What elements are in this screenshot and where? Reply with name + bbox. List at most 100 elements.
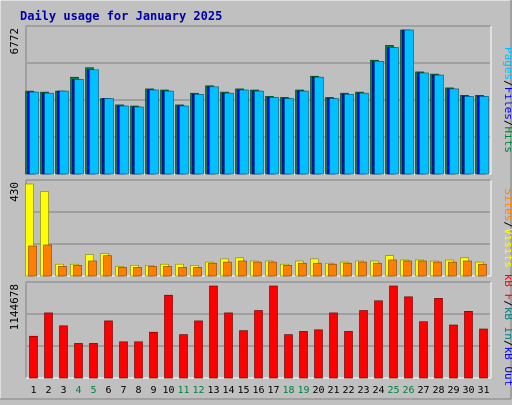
bar-series-group [25,29,489,175]
day-label-27: 27 [417,385,429,396]
bar-sites-day-10 [163,266,172,277]
bar-kbf-day-1 [29,335,38,379]
bar-pages-day-17 [269,97,279,175]
day-label-25: 25 [387,385,399,396]
bar-sites-day-12 [193,267,202,277]
bar-pages-day-28 [434,74,444,175]
legend-entry: / [502,221,512,228]
bar-kbf-day-26 [404,296,413,379]
bar-sites-day-23 [358,261,367,277]
legend-entry: Pages [502,47,512,80]
bar-sites-day-31 [478,263,487,277]
bar-pages-day-2 [44,92,54,175]
bar-kbf-day-24 [374,300,383,379]
bar-pages-day-18 [284,98,294,175]
bar-kbf-day-29 [449,324,458,379]
bar-pages-day-13 [209,86,219,175]
bar-pages-day-16 [254,90,264,175]
legend-entry: Visits [502,228,512,268]
bar-sites-day-18 [283,264,292,277]
y-max-label: 1144678 [8,284,21,330]
legend-entry: / [502,120,512,127]
bar-kbf-day-9 [149,331,158,379]
bar-kbf-day-2 [44,312,53,379]
bar-sites-day-9 [148,266,157,277]
day-label-14: 14 [222,385,234,396]
bar-kbf-day-7 [119,341,128,379]
legend-entry: Hits [502,127,512,154]
bar-sites-day-17 [268,261,277,277]
bar-pages-day-19 [299,90,309,175]
day-label-28: 28 [432,385,444,396]
bar-sites-day-19 [298,262,307,277]
bar-kbf-day-12 [194,320,203,379]
bar-sites-day-22 [343,262,352,277]
day-label-5: 5 [90,385,96,396]
legend-entry: Files [502,87,512,120]
day-label-15: 15 [237,385,249,396]
panel-legend: Pages/Files/Hits [502,47,512,153]
bar-kbf-day-14 [224,312,233,379]
bar-pages-day-7 [119,105,129,175]
bar-kbf-day-31 [479,328,488,379]
chart-title: Daily usage for January 2025 [20,9,222,23]
bar-kbf-day-28 [434,298,443,379]
legend-entry: / [502,340,512,347]
bar-pages-day-15 [239,89,249,175]
day-label-17: 17 [267,385,279,396]
day-label-21: 21 [327,385,339,396]
bar-sites-day-20 [313,262,322,277]
bar-pages-day-14 [224,92,234,175]
bar-sites-day-28 [433,261,442,277]
bar-sites-day-5 [88,260,97,277]
bar-sites-day-1 [28,245,37,277]
bar-kbf-day-19 [299,331,308,379]
y-max-label: 6772 [8,28,21,55]
bar-sites-day-30 [463,260,472,277]
bar-pages-day-20 [314,76,324,175]
day-label-22: 22 [342,385,354,396]
day-label-6: 6 [105,385,111,396]
day-label-13: 13 [207,385,219,396]
bar-kbf-day-17 [269,285,278,379]
bar-kbf-day-10 [164,294,173,379]
day-label-20: 20 [312,385,324,396]
bar-pages-day-31 [479,96,489,175]
legend-entry: / [502,300,512,307]
bar-kbf-day-23 [359,310,368,379]
bar-pages-day-3 [59,90,69,175]
day-label-23: 23 [357,385,369,396]
day-label-26: 26 [402,385,414,396]
day-label-8: 8 [135,385,141,396]
bar-pages-day-12 [194,94,204,175]
chart-panels: 6772Pages/Files/Hits430Sites/Visits11446… [8,25,512,387]
bar-sites-day-2 [43,244,52,277]
bar-sites-day-26 [403,260,412,277]
legend-entry: / [502,80,512,87]
bar-kbf-day-4 [74,343,83,379]
bar-sites-day-7 [118,267,127,277]
bar-pages-day-9 [149,89,159,175]
bar-pages-day-1 [29,91,39,175]
bar-kbf-day-13 [209,285,218,379]
y-max-label: 430 [8,182,21,202]
bar-sites-day-4 [73,264,82,277]
bar-kbf-day-18 [284,334,293,379]
bar-pages-day-8 [134,106,144,175]
bar-kbf-day-16 [254,310,263,379]
bar-pages-day-23 [359,92,369,175]
day-label-9: 9 [150,385,156,396]
bar-kbf-day-15 [239,330,248,379]
day-label-31: 31 [477,385,489,396]
bar-pages-day-29 [449,88,459,175]
legend-entry: Sites [502,188,512,221]
bar-sites-day-25 [388,259,397,277]
bar-kbf-day-8 [134,341,143,379]
day-label-3: 3 [60,385,66,396]
day-label-29: 29 [447,385,459,396]
bar-kbf-day-30 [464,310,473,379]
panel-legend: Sites/Visits [502,188,512,268]
bar-kbf-day-22 [344,331,353,379]
